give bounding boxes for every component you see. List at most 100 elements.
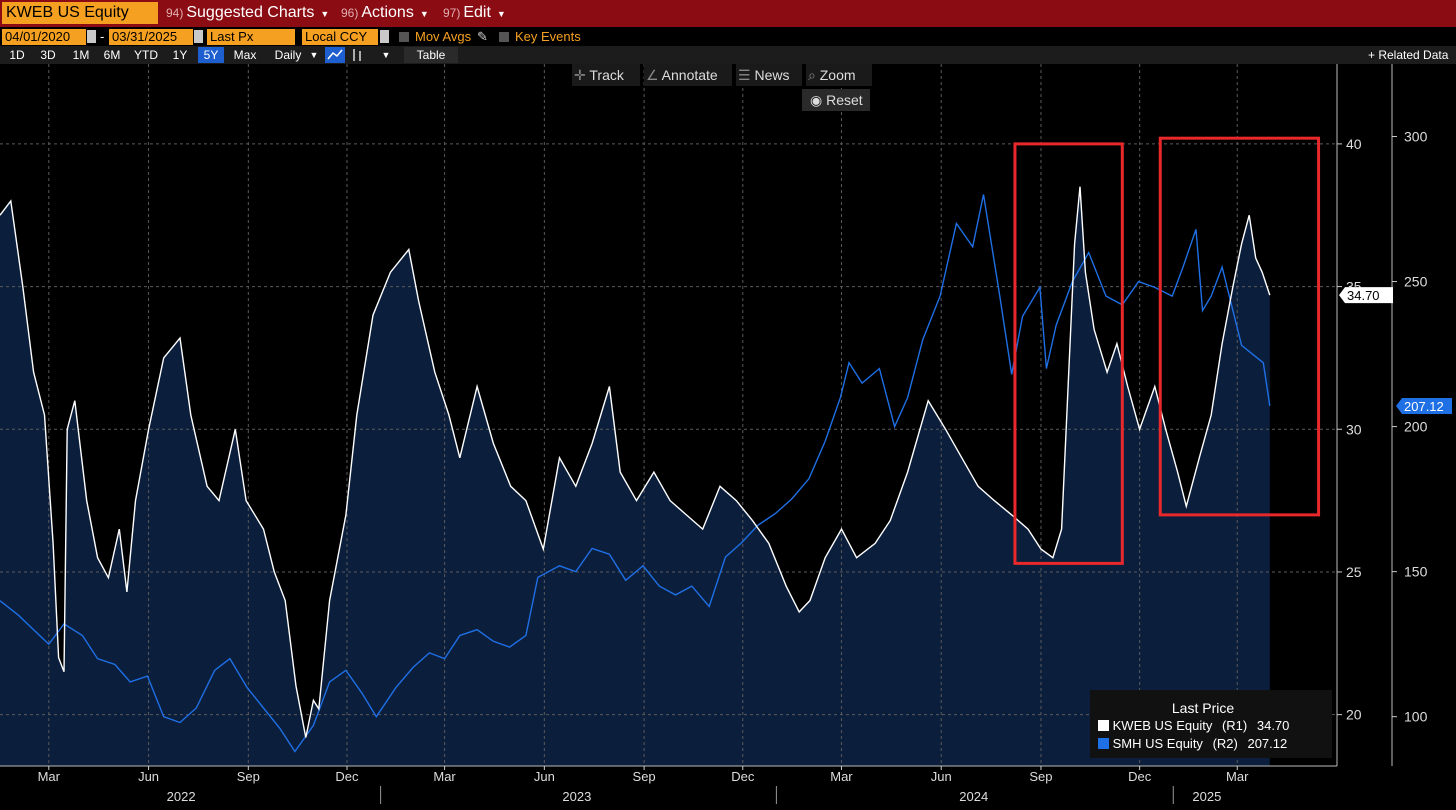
menu-label: Edit [463, 4, 491, 21]
reset-label: Reset [826, 92, 863, 108]
x-tick-label: Dec [731, 769, 755, 784]
menu-label: Actions [361, 4, 414, 21]
candle-chart-icon[interactable] [349, 47, 365, 63]
news-label: News [754, 67, 790, 83]
ticker-field[interactable]: KWEB US Equity [2, 2, 158, 24]
smh-last-value: 207.12 [1404, 399, 1444, 414]
r2-tick-label: 250 [1404, 274, 1428, 290]
line-chart-icon-svg [327, 49, 343, 60]
annotate-label: Annotate [661, 67, 718, 83]
annotate-button[interactable]: ∠ Annotate [644, 64, 732, 86]
r2-tick-label: 150 [1404, 564, 1428, 580]
zoom-button[interactable]: ⌕ Zoom [806, 64, 872, 86]
x-tick-label: Dec [1128, 769, 1152, 784]
kweb-last-value: 34.70 [1347, 288, 1380, 303]
x-tick-label: Dec [335, 769, 359, 784]
frequency-selector[interactable]: Daily [274, 48, 302, 62]
x-tick-label: Mar [38, 769, 61, 784]
r2-tick-label: 200 [1404, 419, 1428, 435]
key-events-checkbox[interactable] [499, 32, 509, 42]
x-tick-label: Mar [433, 769, 456, 784]
highlight-box [1158, 136, 1321, 517]
suggested-charts-menu[interactable]: 94) Suggested Charts ▼ [166, 2, 329, 24]
calendar-icon[interactable] [194, 30, 203, 43]
range-1y[interactable]: 1Y [172, 48, 188, 62]
kweb-last-badge [1339, 287, 1393, 304]
track-label: Track [589, 67, 624, 83]
r2-tick-label: 300 [1404, 129, 1428, 145]
gridlines [0, 64, 1337, 766]
x-tick-label: Mar [830, 769, 853, 784]
key-events-label[interactable]: Key Events [515, 29, 581, 44]
actions-menu[interactable]: 96) Actions ▼ [341, 2, 429, 24]
candle-chart-icon-svg [353, 49, 361, 61]
dropdown-icon[interactable] [380, 30, 389, 43]
pen-icon: ∠ [646, 67, 662, 83]
range-6m[interactable]: 6M [103, 48, 121, 62]
track-button[interactable]: ✛ Track [572, 64, 640, 86]
start-date-field[interactable]: 04/01/2020 [2, 29, 86, 45]
caret-down-icon[interactable]: ▼ [381, 50, 391, 60]
range-max[interactable]: Max [233, 48, 257, 62]
year-label: 2022 [167, 789, 196, 804]
legend-series-value: 34.70 [1256, 718, 1290, 733]
legend-box: Last Price KWEB US Equity (R1) 34.70 SMH… [1090, 690, 1332, 758]
end-date-field[interactable]: 03/31/2025 [109, 29, 193, 45]
function-bar [0, 0, 1456, 27]
range-5y[interactable]: 5Y [198, 47, 224, 63]
mov-avgs-label[interactable]: Mov Avgs [415, 29, 472, 44]
news-icon: ☰ [738, 67, 755, 83]
magnifier-icon: ⌕ [808, 67, 820, 83]
caret-down-icon[interactable]: ▼ [309, 50, 319, 60]
r2-tick-label: 100 [1404, 709, 1428, 725]
highlight-box [1013, 142, 1124, 565]
reset-button[interactable]: ◉ Reset [802, 89, 870, 111]
zoom-label: Zoom [819, 67, 856, 83]
smh-last-badge [1396, 397, 1452, 414]
table-button[interactable]: Table [404, 47, 458, 63]
caret-down-icon: ▼ [419, 9, 429, 19]
pencil-icon[interactable]: ✎ [477, 29, 488, 44]
mov-avgs-checkbox[interactable] [399, 32, 409, 42]
r1-tick-label: 30 [1346, 421, 1362, 437]
legend-item-smh: SMH US Equity (R2) 207.12 [1098, 736, 1287, 751]
menu-number: 94) [166, 6, 184, 20]
smh-swatch [1098, 738, 1109, 749]
legend-series-name: KWEB US Equity [1112, 718, 1213, 733]
range-1m[interactable]: 1M [72, 48, 90, 62]
range-ytd[interactable]: YTD [134, 48, 158, 62]
x-tick-label: Jun [138, 769, 159, 784]
related-data-button[interactable]: + Related Data [1368, 47, 1456, 63]
kweb-swatch [1098, 720, 1109, 731]
kweb-series-line [0, 186, 1271, 738]
range-bar [0, 46, 1456, 64]
legend-item-kweb: KWEB US Equity (R1) 34.70 [1098, 718, 1289, 733]
legend-series-axis: (R1) [1221, 718, 1248, 733]
legend-series-axis: (R2) [1212, 736, 1238, 751]
menu-label: Suggested Charts [186, 4, 315, 21]
x-tick-label: Jun [534, 769, 555, 784]
range-1d[interactable]: 1D [9, 48, 25, 62]
r1-tick-label: 25 [1346, 564, 1362, 580]
line-chart-icon[interactable] [325, 47, 345, 63]
r1-tick-label: 20 [1346, 707, 1362, 723]
edit-menu[interactable]: 97) Edit ▼ [443, 2, 506, 24]
year-label: 2024 [959, 789, 988, 804]
r1-tick-label: 40 [1346, 136, 1362, 152]
legend-title: Last Price [1171, 700, 1235, 716]
x-tick-label: Sep [1029, 769, 1052, 784]
smh-series-line [0, 194, 1271, 753]
x-tick-label: Sep [633, 769, 656, 784]
year-label: 2023 [562, 789, 591, 804]
news-button[interactable]: ☰ News [736, 64, 802, 86]
field-selector[interactable]: Last Px [207, 29, 295, 45]
x-tick-label: Jun [931, 769, 952, 784]
range-3d[interactable]: 3D [40, 48, 56, 62]
currency-selector[interactable]: Local CCY [302, 29, 378, 45]
legend-series-value: 207.12 [1247, 736, 1288, 751]
crosshair-icon: ✛ [574, 67, 590, 83]
radio-dot-icon: ◉ [810, 92, 827, 108]
x-tick-label: Sep [237, 769, 260, 784]
calendar-icon[interactable] [87, 30, 96, 43]
